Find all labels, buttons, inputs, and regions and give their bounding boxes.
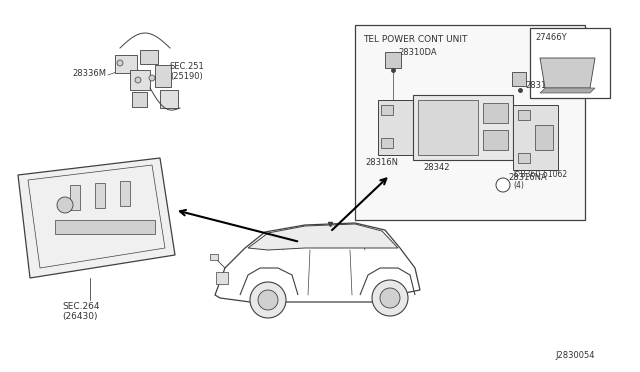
Text: 27466Y: 27466Y: [535, 33, 566, 42]
Bar: [381, 138, 393, 148]
Bar: [210, 254, 218, 260]
Polygon shape: [248, 224, 398, 250]
Text: SEC.251
(25190): SEC.251 (25190): [170, 62, 205, 81]
Bar: [513, 105, 558, 170]
Bar: [512, 72, 526, 86]
Text: 28316NA: 28316NA: [508, 173, 547, 182]
Bar: [160, 90, 178, 108]
Polygon shape: [540, 88, 595, 93]
Bar: [140, 50, 158, 64]
Circle shape: [57, 197, 73, 213]
Bar: [413, 95, 513, 160]
Bar: [418, 100, 478, 155]
Circle shape: [117, 60, 123, 66]
Text: 28316N: 28316N: [365, 158, 398, 167]
Bar: [518, 153, 530, 163]
Bar: [55, 220, 155, 234]
Polygon shape: [215, 223, 420, 302]
Text: ©B360-51062
(4): ©B360-51062 (4): [513, 170, 567, 190]
Bar: [530, 28, 610, 98]
Bar: [518, 110, 530, 120]
Bar: [378, 100, 413, 155]
Polygon shape: [540, 58, 595, 88]
Bar: [355, 25, 585, 220]
Bar: [132, 92, 147, 107]
Circle shape: [258, 290, 278, 310]
Bar: [120, 181, 130, 206]
Bar: [216, 272, 228, 284]
Text: 28310DA: 28310DA: [525, 80, 564, 90]
Bar: [483, 130, 508, 150]
Bar: [115, 55, 137, 73]
Bar: [130, 70, 150, 90]
Text: S: S: [501, 182, 505, 188]
Text: TEL POWER CONT UNIT: TEL POWER CONT UNIT: [363, 35, 467, 44]
Bar: [155, 65, 171, 87]
Bar: [70, 185, 80, 210]
Text: 28336M: 28336M: [72, 68, 106, 77]
Circle shape: [250, 282, 286, 318]
Polygon shape: [18, 158, 175, 278]
Text: 28310DA: 28310DA: [398, 48, 436, 57]
Text: SEC.264
(26430): SEC.264 (26430): [62, 302, 99, 321]
Bar: [381, 105, 393, 115]
Bar: [385, 52, 401, 68]
Text: J2830054: J2830054: [556, 351, 595, 360]
Bar: [483, 103, 508, 123]
Circle shape: [372, 280, 408, 316]
Circle shape: [149, 75, 155, 81]
Circle shape: [135, 77, 141, 83]
Circle shape: [380, 288, 400, 308]
Bar: [535, 125, 553, 150]
Bar: [95, 183, 105, 208]
Text: 28342: 28342: [423, 163, 449, 172]
Circle shape: [496, 178, 510, 192]
